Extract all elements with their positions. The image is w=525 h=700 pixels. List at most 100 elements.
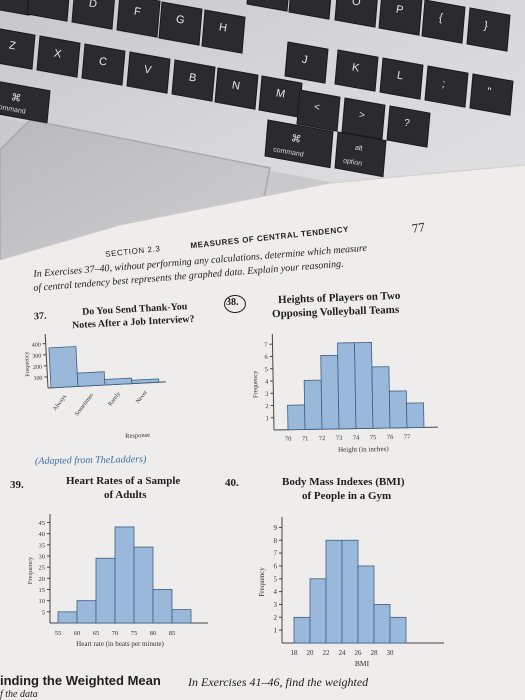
bar-85 bbox=[171, 609, 192, 624]
left-command-key-keycap bbox=[0, 81, 51, 124]
key-8: O bbox=[351, 0, 362, 9]
key-9-keycap bbox=[378, 0, 423, 36]
x-tick-label: Always bbox=[52, 393, 68, 412]
key-11-keycap bbox=[466, 7, 511, 52]
y-tick-label: 25 bbox=[39, 565, 46, 572]
chart-bmi: 1 2 3 4 5 6 7 8 9 18 20 22 24 26 28 30 Frequency BMI bbox=[258, 517, 444, 668]
x-tick-label: 55 bbox=[55, 630, 62, 637]
bar-Never bbox=[131, 378, 160, 385]
footer-text: In Exercises 41–46, find the weighted bbox=[188, 675, 369, 689]
bar-20 bbox=[309, 578, 327, 644]
key-3-keycap bbox=[116, 0, 161, 38]
exercise-37-number: 37. bbox=[33, 310, 47, 323]
bar-65 bbox=[95, 557, 116, 624]
key-r2b-2-keycap bbox=[379, 57, 424, 100]
y-tick-label: 5 bbox=[42, 609, 45, 616]
x-tick-label: 80 bbox=[150, 630, 157, 637]
bar-Always bbox=[48, 346, 79, 389]
y-tick-label: 4 bbox=[265, 379, 269, 386]
exercise-39-title-2: of Adults bbox=[104, 489, 147, 501]
key-r2-5-keycap bbox=[214, 67, 259, 110]
key-7-keycap bbox=[288, 0, 332, 20]
key-r2b-3-keycap bbox=[424, 65, 469, 108]
y-tick-label: 5 bbox=[265, 366, 268, 373]
x-tick-label: 70 bbox=[112, 630, 119, 637]
x-tick-label: 77 bbox=[404, 434, 411, 441]
key-r2b-4-keycap bbox=[469, 73, 514, 116]
y-tick-label: 6 bbox=[274, 562, 278, 570]
y-axis-label: Frequency bbox=[258, 567, 266, 597]
exercise-40-title-1: Body Mass Indexes (BMI) bbox=[282, 476, 405, 488]
x-tick-label: 22 bbox=[323, 649, 331, 657]
x-tick-label: Sometimes bbox=[74, 392, 95, 417]
footer-heading: inding the Weighted Mean bbox=[0, 673, 161, 688]
exercise-38-number: 38. bbox=[226, 297, 239, 308]
x-tick-label: 30 bbox=[387, 649, 395, 657]
key-q-keycap bbox=[386, 105, 431, 148]
y-tick-label: 7 bbox=[264, 342, 268, 349]
x-tick-label: 60 bbox=[74, 630, 81, 637]
x-tick-label: 18 bbox=[291, 649, 299, 657]
key-r2b-1-keycap bbox=[334, 49, 379, 92]
bar-72 bbox=[320, 354, 340, 430]
key-4-keycap bbox=[158, 1, 203, 46]
y-tick-label: 45 bbox=[39, 520, 46, 527]
chart-volleyball-heights: 1 2 3 4 5 6 7 70 71 72 73 74 75 76 77 Frequency Height (… bbox=[252, 334, 438, 454]
x-tick-label: 70 bbox=[285, 436, 292, 443]
exercise-39-title-1: Heart Rates of a Sample bbox=[66, 475, 181, 487]
y-tick-label: 8 bbox=[274, 537, 278, 545]
option-key: alt bbox=[354, 144, 363, 153]
key-r2-0-keycap bbox=[0, 28, 36, 70]
bar-77 bbox=[406, 402, 425, 429]
bar-55 bbox=[57, 611, 78, 624]
x-tick-label: 24 bbox=[339, 649, 347, 657]
key-r2-3-keycap bbox=[126, 51, 171, 94]
bar-74 bbox=[354, 342, 374, 429]
chart-thank-you-notes: 100 200 300 400 Always Sometimes Rarely Never Fr… bbox=[24, 334, 166, 440]
key-1-keycap bbox=[26, 0, 70, 22]
key-5-keycap bbox=[201, 9, 246, 54]
exercise-40-number: 40. bbox=[225, 477, 239, 489]
y-tick-label: 1 bbox=[274, 627, 278, 635]
x-tick-label: 65 bbox=[93, 630, 100, 637]
bar-26 bbox=[357, 565, 375, 644]
bar-70 bbox=[287, 404, 306, 431]
y-tick-label: 200 bbox=[33, 365, 42, 371]
y-tick-label: 4 bbox=[274, 588, 278, 596]
bar-22 bbox=[325, 539, 343, 644]
y-tick-label: 9 bbox=[274, 524, 278, 532]
bar-75 bbox=[371, 366, 391, 429]
key-10-keycap bbox=[421, 0, 466, 44]
y-tick-label: 2 bbox=[265, 403, 268, 410]
y-tick-label: 10 bbox=[39, 598, 46, 605]
option-key-keycap bbox=[334, 131, 387, 178]
key-r2-4-keycap bbox=[171, 59, 216, 102]
y-tick-label: 7 bbox=[274, 550, 278, 558]
key-r2-1-keycap bbox=[36, 35, 81, 78]
y-axis bbox=[271, 334, 275, 431]
y-axis bbox=[44, 334, 49, 389]
y-tick-label: 100 bbox=[33, 376, 42, 382]
x-tick-label: 71 bbox=[302, 435, 309, 442]
key-q: ? bbox=[403, 117, 411, 130]
y-tick-label: 400 bbox=[32, 342, 41, 348]
bar-28 bbox=[373, 604, 391, 644]
key-r2-6: M bbox=[275, 86, 287, 101]
y-tick-label: 30 bbox=[39, 553, 46, 560]
bar-24 bbox=[341, 539, 359, 644]
key-r2b-0-keycap bbox=[284, 41, 329, 84]
y-tick-label: 6 bbox=[264, 354, 268, 361]
key-gt-keycap bbox=[341, 97, 386, 140]
exercise-40-title-2: of People in a Gym bbox=[302, 490, 392, 502]
x-tick-label: 28 bbox=[371, 649, 379, 657]
y-tick-label: 300 bbox=[32, 353, 41, 359]
y-tick-label: 15 bbox=[39, 587, 46, 594]
chart-heart-rates: 5 10 15 20 25 30 35 40 45 55 60 65 70 75 80 85 Frequency… bbox=[27, 514, 208, 648]
bar-73 bbox=[337, 342, 357, 430]
key-2-keycap bbox=[71, 0, 115, 30]
textbook-page: 77 SECTION 2.3 MEASURES OF CENTRAL TENDE… bbox=[0, 165, 525, 700]
x-axis-label: Heart rate (in beats per minute) bbox=[76, 640, 164, 648]
x-tick-label: 72 bbox=[319, 435, 326, 442]
bar-80 bbox=[152, 589, 173, 624]
